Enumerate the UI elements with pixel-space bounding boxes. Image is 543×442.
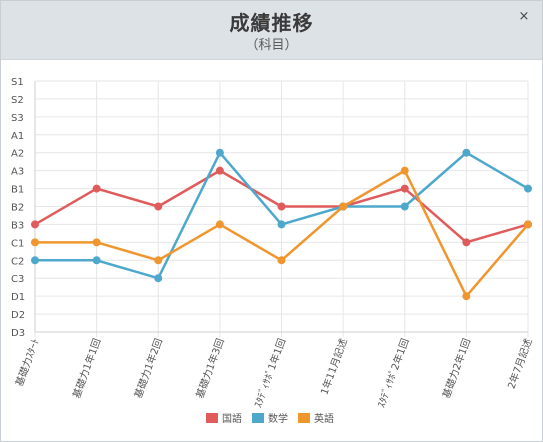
- data-point: [400, 166, 409, 175]
- data-point: [92, 184, 101, 193]
- y-tick-label: B2: [11, 203, 24, 214]
- legend-swatch: [298, 413, 310, 423]
- data-point: [462, 148, 471, 157]
- close-icon[interactable]: ×: [518, 9, 530, 24]
- legend-swatch: [252, 413, 264, 423]
- dialog-subtitle: （科目）: [245, 38, 298, 53]
- y-tick-label: D1: [11, 292, 25, 303]
- y-tick-label: C1: [11, 238, 24, 249]
- data-point: [400, 202, 409, 211]
- y-tick-label: D2: [11, 310, 25, 321]
- data-point: [400, 184, 409, 193]
- data-point: [215, 166, 224, 175]
- data-point: [524, 220, 532, 229]
- x-tick-label: 基礎力ｽﾀｰﾄ: [13, 337, 42, 388]
- data-point: [339, 202, 348, 211]
- legend-swatch: [206, 413, 218, 423]
- y-tick-label: B3: [11, 220, 24, 231]
- y-tick-label: A1: [11, 131, 24, 142]
- y-tick-label: S3: [11, 113, 24, 124]
- data-point: [92, 256, 101, 265]
- chart-legend: 国語 数学 英語: [206, 412, 334, 425]
- data-point: [277, 256, 286, 265]
- y-tick-label: A3: [11, 167, 24, 178]
- data-point: [154, 256, 163, 265]
- legend-label: 英語: [314, 412, 334, 425]
- dialog-title: 成績推移: [229, 11, 314, 35]
- x-tick-label: ｽﾀﾃﾞｨｻﾎﾟ1年1回: [251, 337, 288, 410]
- x-tick-label: 1年11月記述: [318, 337, 350, 397]
- data-point: [277, 220, 286, 229]
- y-tick-label: C3: [11, 274, 24, 285]
- data-point: [277, 202, 286, 211]
- data-point: [31, 220, 39, 229]
- data-point: [92, 238, 101, 247]
- y-tick-label: S1: [11, 77, 24, 88]
- x-tick-label: ｽﾀﾃﾞｨｻﾎﾟ2年1回: [374, 337, 411, 410]
- data-point: [462, 292, 471, 301]
- data-point: [215, 220, 224, 229]
- y-tick-label: B1: [11, 185, 24, 196]
- data-point: [462, 238, 471, 247]
- y-tick-label: A2: [11, 149, 24, 160]
- chart-grid: [34, 80, 529, 337]
- data-point: [31, 238, 39, 247]
- data-point: [31, 256, 39, 265]
- data-point: [524, 184, 532, 193]
- x-tick-label: 基礎力1年2回: [131, 337, 165, 400]
- y-tick-label: S2: [11, 95, 24, 106]
- x-tick-label: 2年7月記述: [505, 337, 535, 391]
- y-tick-label: D3: [11, 328, 25, 339]
- x-tick-label: 基礎力1年3回: [193, 337, 227, 400]
- y-tick-label: C2: [11, 256, 24, 267]
- legend-label: 国語: [222, 412, 242, 425]
- x-tick-label: 基礎力2年1回: [440, 337, 474, 400]
- data-point: [154, 274, 163, 283]
- legend-label: 数学: [268, 412, 288, 425]
- x-tick-label: 基礎力1年1回: [70, 337, 104, 400]
- data-point: [215, 148, 224, 157]
- data-point: [154, 202, 163, 211]
- dialog-header: 成績推移 （科目） ×: [1, 1, 542, 60]
